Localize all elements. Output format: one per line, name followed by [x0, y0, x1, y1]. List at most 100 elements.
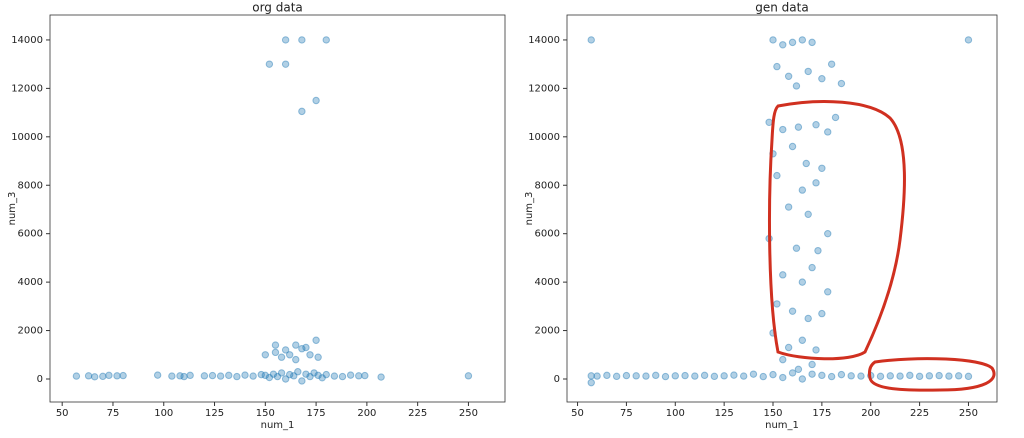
- point: [876, 372, 885, 381]
- point: [788, 38, 797, 47]
- point: [720, 372, 728, 380]
- point: [322, 370, 330, 379]
- point: [818, 164, 826, 172]
- point: [802, 159, 810, 168]
- point: [90, 373, 99, 381]
- point: [355, 372, 363, 380]
- point: [225, 371, 233, 380]
- point: [265, 373, 274, 382]
- point: [798, 186, 807, 194]
- point: [808, 360, 816, 369]
- point: [818, 74, 826, 83]
- point: [290, 372, 298, 380]
- point: [788, 142, 797, 151]
- point: [298, 377, 306, 385]
- point: [837, 370, 846, 379]
- point: [773, 62, 781, 71]
- point: [964, 372, 973, 381]
- point: [84, 372, 93, 380]
- x-tick-label: 175: [812, 408, 831, 419]
- x-axis-label: num_1: [261, 420, 295, 431]
- point: [808, 370, 816, 378]
- point: [271, 348, 280, 357]
- point: [769, 370, 777, 379]
- point: [277, 353, 286, 361]
- point: [338, 372, 347, 381]
- y-tick-label: 10000: [11, 132, 43, 143]
- y-tick-label: 14000: [528, 35, 560, 46]
- x-tick-label: 150: [763, 408, 782, 419]
- point: [603, 371, 611, 380]
- x-tick-label: 225: [408, 408, 427, 419]
- point: [804, 67, 812, 76]
- y-tick-label: 6000: [535, 229, 560, 240]
- point: [314, 353, 322, 361]
- point: [292, 355, 300, 364]
- point: [346, 371, 355, 379]
- chart-title: gen data: [755, 1, 808, 15]
- point: [271, 341, 280, 349]
- point: [312, 336, 320, 344]
- x-tick-label: 125: [205, 408, 224, 419]
- x-tick-label: 250: [959, 408, 978, 419]
- point: [798, 278, 807, 286]
- x-tick-label: 100: [666, 408, 685, 419]
- point: [273, 372, 282, 381]
- point: [730, 371, 738, 379]
- point: [784, 343, 793, 352]
- point: [593, 372, 601, 380]
- point: [749, 370, 758, 378]
- x-tick-label: 75: [107, 408, 120, 419]
- point: [824, 229, 832, 238]
- plot-frame: [566, 14, 998, 403]
- y-tick-label: 4000: [18, 277, 43, 288]
- point: [765, 118, 773, 126]
- point: [827, 60, 836, 68]
- point: [168, 372, 176, 380]
- point: [233, 372, 241, 381]
- point: [769, 36, 777, 44]
- y-tick-label: 12000: [528, 83, 560, 94]
- point: [186, 371, 194, 380]
- point: [794, 123, 803, 131]
- x-tick-label: 100: [154, 408, 173, 419]
- point: [710, 372, 719, 381]
- point: [322, 36, 330, 44]
- point: [779, 271, 787, 279]
- point: [779, 125, 787, 134]
- y-tick-label: 12000: [11, 83, 43, 94]
- point: [906, 371, 914, 380]
- x-tick-label: 225: [910, 408, 929, 419]
- point: [298, 107, 306, 116]
- point: [281, 60, 290, 68]
- point: [779, 355, 787, 364]
- point: [792, 82, 801, 90]
- point: [642, 372, 650, 380]
- point: [200, 372, 209, 380]
- point: [831, 113, 840, 122]
- point: [180, 372, 188, 381]
- annotation-outline: [868, 357, 996, 392]
- point: [612, 372, 621, 381]
- point: [739, 372, 748, 380]
- point: [306, 372, 314, 381]
- x-tick-label: 200: [861, 408, 880, 419]
- point: [113, 372, 121, 380]
- chart-title: org data: [252, 1, 303, 15]
- y-tick-label: 14000: [11, 35, 43, 46]
- point: [818, 371, 826, 380]
- point: [824, 128, 832, 136]
- y-tick-label: 8000: [18, 180, 43, 191]
- x-tick-label: 50: [56, 408, 69, 419]
- point: [773, 171, 781, 180]
- point: [302, 370, 310, 378]
- point: [257, 370, 265, 379]
- point: [277, 369, 286, 377]
- y-tick-label: 8000: [535, 180, 560, 191]
- point: [281, 346, 290, 354]
- point: [105, 371, 113, 380]
- y-tick-label: 4000: [535, 277, 560, 288]
- point: [798, 36, 807, 44]
- point: [216, 372, 225, 380]
